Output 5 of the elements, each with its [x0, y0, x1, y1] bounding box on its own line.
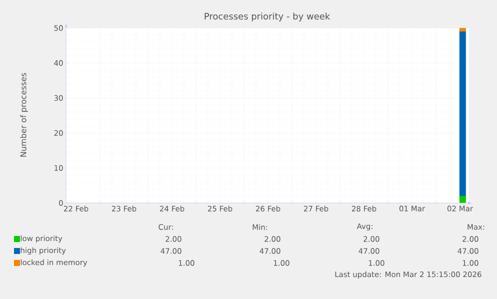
bar — [459, 31, 466, 196]
y-axis-title: Number of processes — [20, 72, 28, 157]
chart-title: Processes priority - by week — [204, 12, 330, 22]
bar — [459, 28, 466, 32]
bar — [459, 196, 466, 203]
